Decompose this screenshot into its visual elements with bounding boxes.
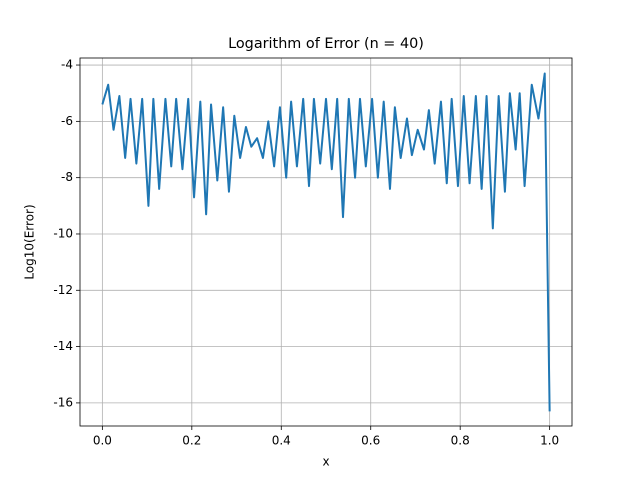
x-tick-label: 0.6	[361, 434, 380, 448]
x-axis-label: x	[322, 455, 329, 469]
y-tick-label: -8	[61, 170, 73, 184]
y-tick-label: -4	[61, 58, 73, 72]
x-tick-label: 0.8	[451, 434, 470, 448]
x-tick-label: 0.2	[182, 434, 201, 448]
x-tick-label: 0.4	[272, 434, 291, 448]
x-tick-label: 0.0	[93, 434, 112, 448]
y-tick-label: -6	[61, 114, 73, 128]
y-tick-label: -10	[53, 226, 73, 240]
x-tick-label: 1.0	[540, 434, 559, 448]
y-tick-label: -16	[53, 395, 73, 409]
y-tick-label: -14	[53, 339, 73, 353]
chart-title: Logarithm of Error (n = 40)	[228, 36, 424, 52]
line-series	[101, 72, 551, 412]
y-tick-label: -12	[53, 283, 73, 297]
plot-frame	[79, 57, 573, 427]
y-axis-label: Log10(Error)	[23, 204, 37, 279]
